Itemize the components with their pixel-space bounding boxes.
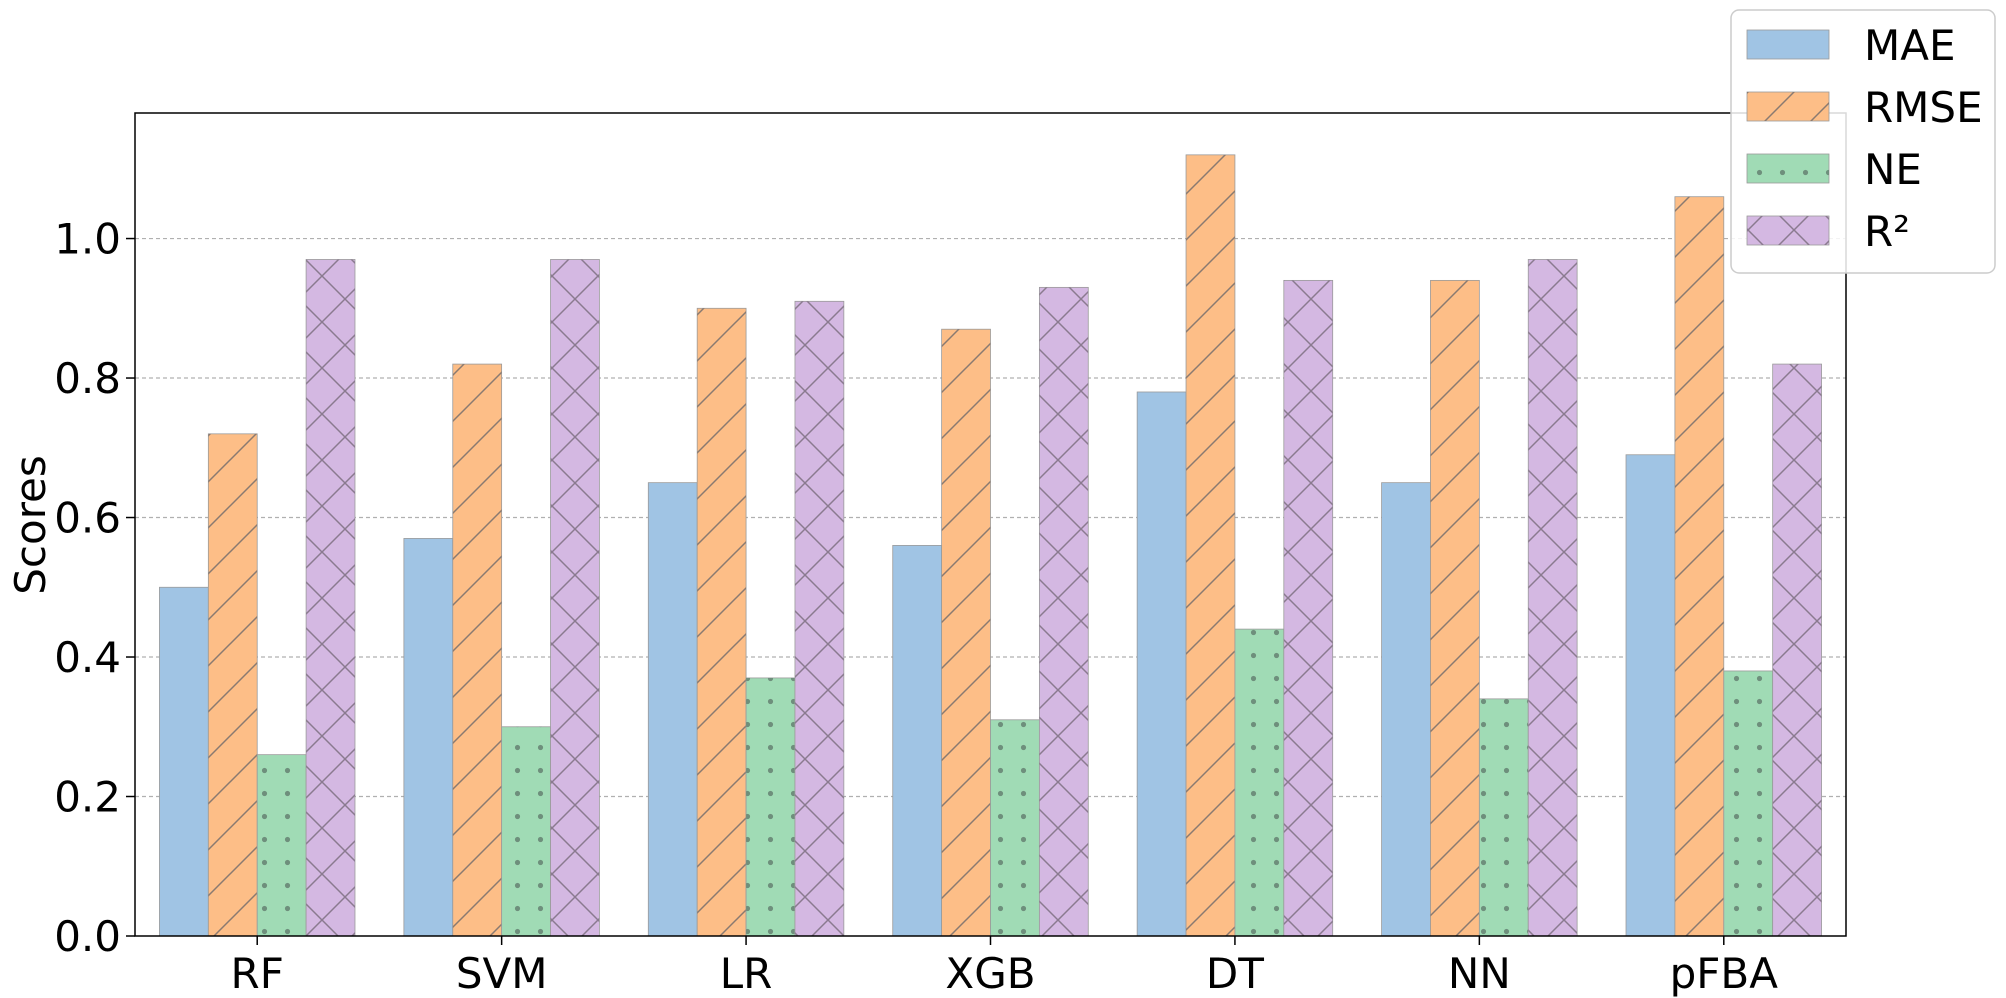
bar-mae-lr [647, 482, 698, 937]
bar-ne-pfba [1723, 670, 1774, 937]
y-tick-label: 0.6 [54, 494, 121, 543]
bar-mae-nn [1381, 482, 1431, 937]
legend-box [1730, 9, 1996, 274]
x-tick-label: DT [1206, 949, 1264, 998]
bar-mae-svm [403, 538, 454, 937]
legend-label: NE [1864, 145, 1922, 194]
y-tick-label: 1.0 [54, 215, 121, 264]
legend: MAE RMSE NE R² [1730, 9, 1996, 274]
y-tick-label: 0.2 [54, 773, 121, 822]
legend-swatch [1746, 29, 1830, 60]
bar-ne-svm [501, 726, 551, 937]
bar-r-xgb [1038, 286, 1089, 937]
bar-mae-xgb [892, 545, 943, 937]
bar-r-pfba [1772, 363, 1822, 937]
bar-rmse-xgb [941, 328, 991, 937]
x-tick-label: SVM [456, 949, 548, 998]
legend-label: RMSE [1864, 83, 1983, 132]
y-tick-label: 0.4 [54, 633, 121, 682]
x-tick-label: pFBA [1670, 949, 1779, 998]
legend-item-rmse: RMSE [1746, 83, 1983, 132]
legend-item-mae: MAE [1746, 21, 1956, 70]
x-tick-label: RF [231, 949, 284, 998]
bar-rmse-lr [696, 307, 747, 937]
x-tick-label: XGB [945, 949, 1035, 998]
bar-r-svm [550, 259, 600, 937]
legend-item-r: R² [1746, 207, 1910, 256]
bar-mae-dt [1136, 391, 1187, 937]
bar-rmse-svm [452, 363, 503, 937]
bar-rmse-nn [1430, 279, 1480, 937]
y-tick-label: 0.0 [54, 912, 121, 961]
bar-ne-nn [1478, 698, 1529, 937]
bar-ne-lr [745, 677, 796, 937]
bar-ne-rf [256, 754, 307, 937]
bar-r-lr [794, 300, 845, 937]
bar-rmse-rf [207, 433, 258, 937]
bar-r-dt [1283, 279, 1334, 937]
bar-mae-rf [159, 586, 209, 937]
x-tick-label: NN [1448, 949, 1511, 998]
y-axis-label: Scores [6, 455, 55, 595]
y-tick-label: 0.8 [54, 354, 121, 403]
bar-r-nn [1527, 259, 1578, 937]
legend-label: MAE [1864, 21, 1956, 70]
bar-r-rf [305, 259, 356, 937]
legend-label: R² [1864, 207, 1910, 256]
bar-ne-dt [1234, 628, 1285, 937]
bar-rmse-dt [1185, 154, 1236, 937]
bar-mae-pfba [1625, 454, 1676, 937]
bar-ne-xgb [990, 719, 1040, 937]
legend-item-ne: NE [1746, 145, 1922, 194]
x-tick-label: LR [720, 949, 773, 998]
bar-rmse-pfba [1674, 196, 1725, 937]
